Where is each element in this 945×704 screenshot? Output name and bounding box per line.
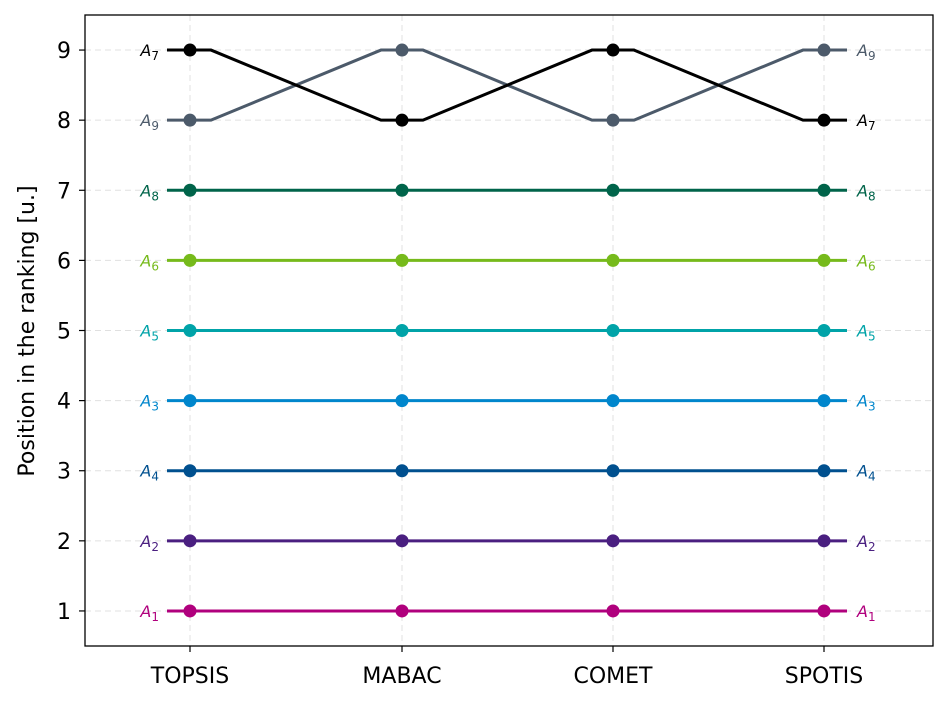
series-label: A8 (856, 181, 876, 203)
data-point (817, 43, 831, 57)
data-point (606, 183, 620, 197)
series-lines (167, 43, 847, 618)
y-tick-label: 4 (57, 390, 71, 415)
series-label: A4 (139, 462, 159, 484)
x-tick-label: SPOTIS (785, 664, 863, 689)
y-tick-label: 6 (57, 249, 71, 274)
data-point (183, 604, 197, 618)
y-axis: 1 2 3 4 5 6 7 8 9 (57, 39, 85, 625)
data-point (183, 534, 197, 548)
x-tick-label: MABAC (362, 664, 441, 689)
data-point (183, 183, 197, 197)
data-point (183, 113, 197, 127)
y-tick-label: 2 (57, 530, 71, 555)
series-label: A5 (856, 322, 876, 344)
data-point (817, 394, 831, 408)
data-point (606, 394, 620, 408)
series-label: A6 (856, 251, 876, 273)
y-tick-label: 3 (57, 460, 71, 485)
series-label: A5 (139, 322, 159, 344)
data-point (606, 253, 620, 267)
end-labels: A1 A1 A2 A2 A4 A4 A3 A3 A5 A5 A6 A6 A8 A8 A9 A9 A7 A7 (139, 41, 875, 624)
data-point (395, 113, 409, 127)
data-point (606, 43, 620, 57)
series-label: A7 (139, 41, 159, 63)
series-label: A2 (139, 532, 159, 554)
data-point (183, 394, 197, 408)
series-label: A1 (139, 602, 159, 624)
data-point (606, 534, 620, 548)
data-point (817, 253, 831, 267)
data-point (817, 324, 831, 337)
x-axis: TOPSIS MABAC COMET SPOTIS (150, 646, 863, 689)
data-point (606, 464, 620, 478)
x-tick-label: COMET (574, 664, 654, 689)
data-point (395, 324, 409, 337)
series-label: A3 (139, 392, 159, 414)
y-tick-label: 8 (57, 109, 71, 134)
series-line (167, 48, 847, 122)
series-label: A2 (856, 532, 876, 554)
y-tick-label: 7 (57, 179, 71, 204)
data-point (183, 464, 197, 478)
data-point (606, 604, 620, 618)
data-point (817, 604, 831, 618)
y-tick-label: 9 (57, 39, 71, 64)
data-point (183, 253, 197, 267)
series-label: A4 (856, 462, 876, 484)
data-point (395, 394, 409, 408)
data-point (395, 43, 409, 57)
y-tick-label: 1 (57, 600, 71, 625)
data-point (395, 604, 409, 618)
data-point (817, 113, 831, 127)
data-point (606, 324, 620, 337)
y-axis-label: Position in the ranking [u.] (15, 185, 40, 476)
data-point (817, 534, 831, 548)
series-label: A8 (139, 181, 159, 203)
series-label: A3 (856, 392, 876, 414)
data-point (817, 183, 831, 197)
data-point (395, 253, 409, 267)
x-tick-label: TOPSIS (150, 664, 229, 689)
data-point (183, 324, 197, 337)
series-label: A9 (856, 41, 876, 63)
y-tick-label: 5 (57, 320, 71, 345)
data-point (606, 113, 620, 127)
series-label: A7 (856, 111, 876, 133)
data-point (817, 464, 831, 478)
data-point (395, 183, 409, 197)
series-label: A1 (856, 602, 876, 624)
data-point (395, 464, 409, 478)
data-point (183, 43, 197, 57)
data-point (395, 534, 409, 548)
series-label: A6 (139, 251, 159, 273)
series-label: A9 (139, 111, 159, 133)
